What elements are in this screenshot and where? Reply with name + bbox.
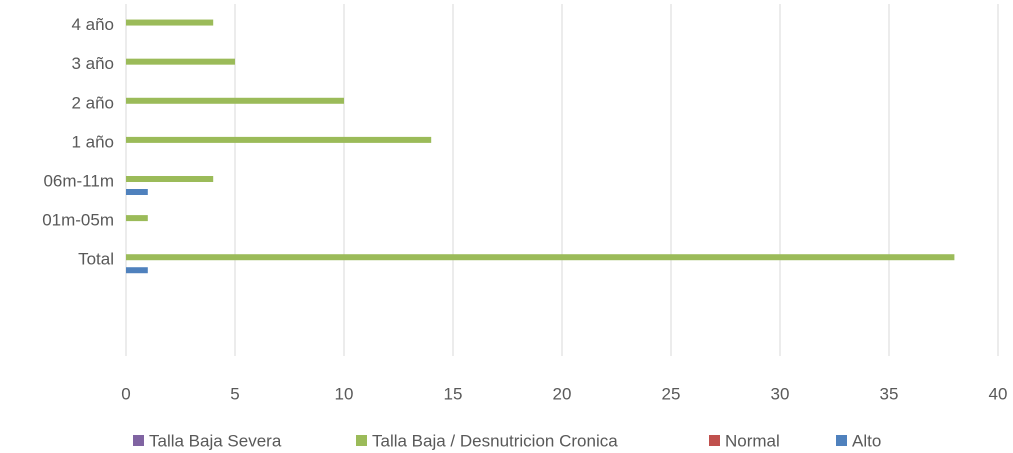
bar [126, 215, 148, 222]
y-tick-label: 01m-05m [42, 211, 114, 230]
legend-swatch [709, 435, 720, 446]
legend-label: Alto [852, 431, 881, 450]
bar [126, 97, 344, 104]
x-tick-label: 25 [662, 384, 681, 403]
x-tick-label: 0 [121, 384, 130, 403]
legend-label: Talla Baja / Desnutricion Cronica [372, 431, 618, 450]
x-tick-label: 30 [771, 384, 790, 403]
legend-swatch [356, 435, 367, 446]
y-tick-label: 2 año [71, 93, 114, 112]
x-tick-label: 15 [444, 384, 463, 403]
y-tick-label: 4 año [71, 15, 114, 34]
y-tick-label: 1 año [71, 132, 114, 151]
x-tick-label: 40 [989, 384, 1008, 403]
legend-swatch [133, 435, 144, 446]
legend-label: Normal [725, 431, 780, 450]
y-tick-label: 3 año [71, 54, 114, 73]
legend-label: Talla Baja Severa [149, 431, 282, 450]
bar [126, 176, 214, 182]
y-tick-label: Total [78, 250, 114, 269]
bar [126, 58, 235, 65]
bar [126, 136, 432, 143]
x-tick-label: 35 [880, 384, 899, 403]
y-tick-label: 06m-11m [43, 171, 114, 190]
x-tick-label: 10 [335, 384, 354, 403]
x-tick-label: 20 [553, 384, 572, 403]
bar [126, 189, 148, 195]
bar [126, 19, 214, 26]
bar [126, 267, 148, 274]
bar [126, 254, 955, 261]
legend-swatch [836, 435, 847, 446]
x-tick-label: 5 [230, 384, 239, 403]
